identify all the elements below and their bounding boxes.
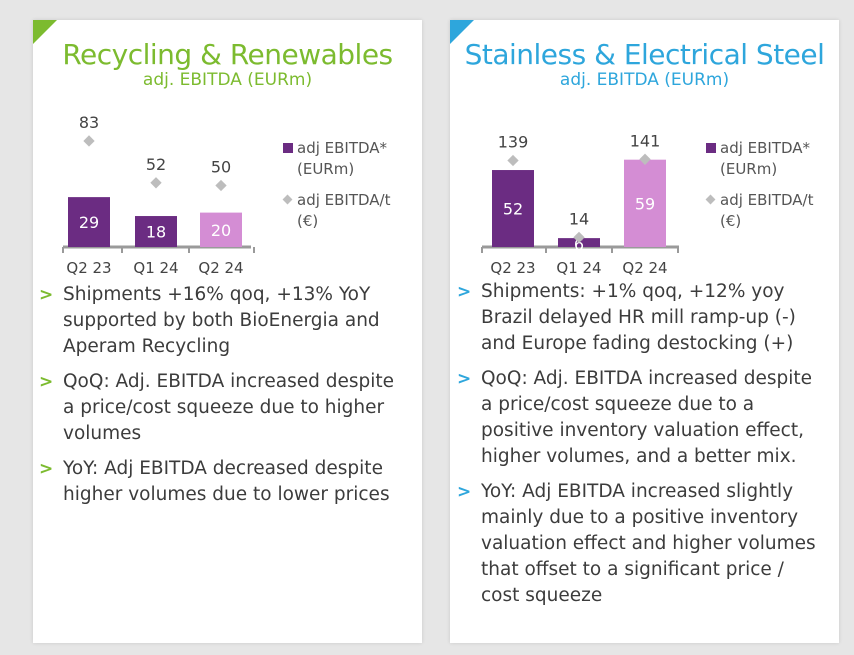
legend-bar-swatch: [283, 143, 293, 153]
category-label: Q1 24: [556, 259, 601, 277]
bullet-line: YoY: Adj EBITDA decreased despite: [63, 458, 383, 479]
bar-value-label: 6: [574, 235, 584, 254]
chevron-right-icon: >: [39, 459, 54, 479]
bullet-line: supported by both BioEnergia and: [63, 310, 380, 331]
chevron-right-icon: >: [39, 285, 54, 305]
panel-subtitle: adj. EBITDA (EURm): [559, 70, 730, 90]
bullet-line: that offset to a significant price /: [481, 559, 784, 580]
corner-accent: [450, 20, 474, 44]
bullet-list: > Shipments +16% qoq, +13% YoY supported…: [36, 282, 416, 517]
category-label: Q2 23: [490, 259, 535, 277]
recycling-ebitda-chart: 29 83 Q2 23 18 52 Q1 24 20 50 Q2 24: [62, 113, 255, 277]
category-label: Q2 24: [622, 259, 667, 277]
legend-bar-swatch: [706, 143, 716, 153]
marker-point: [215, 179, 227, 192]
bar-value-label: 52: [503, 200, 523, 219]
chart-legend: adj EBITDA* (EURm) adj EBITDA/t (€): [282, 138, 391, 242]
bullet-line: a price/cost squeeze due to a: [481, 394, 755, 415]
bullet-line: Aperam Recycling: [63, 336, 231, 357]
bullet-line: Shipments +16% qoq, +13% YoY: [63, 284, 371, 305]
panel-title: Stainless & Electrical Steel: [464, 38, 825, 71]
legend-marker-label-line: (€): [297, 212, 319, 230]
bullet-item: > Shipments +16% qoq, +13% YoY supported…: [36, 282, 416, 360]
legend-bar-label-line: (EURm): [297, 160, 355, 178]
bullet-item: > YoY: Adj EBITDA increased slightly mai…: [454, 479, 836, 609]
bar: [492, 170, 534, 247]
legend-item-bar: adj EBITDA* (EURm): [283, 138, 391, 180]
marker-value-label: 83: [79, 113, 99, 132]
bullet-line: Shipments: +1% qoq, +12% yoy: [481, 281, 785, 302]
bullet-line: valuation effect and higher volumes: [481, 533, 816, 554]
bullet-item: > Shipments: +1% qoq, +12% yoy Brazil de…: [454, 279, 836, 357]
bullet-item: > QoQ: Adj. EBITDA increased despite a p…: [454, 366, 836, 470]
marker-point: [150, 177, 162, 189]
bar: [200, 212, 242, 247]
diamond-icon: [705, 194, 716, 205]
bullet-line: and Europe fading destocking (+): [481, 333, 794, 354]
recycling-renewables-panel: Recycling & Renewables adj. EBITDA (EURm…: [33, 20, 422, 643]
bullet-line: mainly due to a positive inventory: [481, 507, 799, 528]
category-label: Q2 24: [198, 259, 243, 277]
category-label: Q1 24: [133, 259, 178, 277]
bullet-item: > QoQ: Adj. EBITDA increased despite a p…: [36, 369, 416, 447]
bar-value-label: 59: [635, 194, 655, 213]
marker-value-label: 139: [498, 133, 529, 152]
bar: [68, 197, 110, 247]
legend-item-marker: adj EBITDA/t (€): [282, 190, 391, 232]
chevron-right-icon: >: [457, 482, 472, 502]
bullet-item: > YoY: Adj EBITDA decreased despite high…: [36, 456, 416, 508]
category-label: Q2 23: [66, 259, 111, 277]
bar: [624, 159, 666, 247]
stainless-electrical-steel-panel: Stainless & Electrical Steel adj. EBITDA…: [450, 20, 839, 643]
bar-value-label: 18: [146, 223, 166, 242]
bar-value-label: 20: [211, 221, 231, 240]
marker-point: [83, 135, 95, 147]
chart-legend: adj EBITDA* (EURm) adj EBITDA/t (€): [705, 138, 814, 242]
bar-value-label: 29: [79, 213, 99, 232]
legend-bar-label-line: adj EBITDA*: [297, 139, 388, 157]
legend-marker-label-line: adj EBITDA/t: [720, 191, 814, 209]
marker-point: [507, 154, 519, 167]
bullet-line: a price/cost squeeze due to higher: [63, 397, 385, 418]
legend-bar-label-line: (EURm): [720, 160, 778, 178]
chevron-right-icon: >: [457, 282, 472, 302]
stainless-ebitda-chart: 52 139 Q2 23 6 14 Q1 24 59 141 Q2 24: [481, 131, 679, 277]
bullet-line: volumes: [63, 423, 142, 444]
bullet-line: higher volumes, and a better mix.: [481, 446, 797, 467]
bullet-line: YoY: Adj EBITDA increased slightly: [481, 481, 794, 502]
marker-value-label: 50: [211, 158, 231, 177]
panel-subtitle: adj. EBITDA (EURm): [142, 70, 313, 90]
bar: [135, 216, 177, 247]
chevron-right-icon: >: [39, 372, 54, 392]
corner-accent: [33, 20, 57, 44]
bullet-line: higher volumes due to lower prices: [63, 484, 390, 505]
legend-item-marker: adj EBITDA/t (€): [705, 190, 814, 232]
bullet-line: positive inventory valuation effect,: [481, 420, 804, 441]
bullet-line: QoQ: Adj. EBITDA increased despite: [481, 368, 813, 389]
legend-item-bar: adj EBITDA* (EURm): [706, 138, 814, 180]
marker-point: [639, 153, 651, 165]
marker-value-label: 52: [146, 155, 166, 174]
marker-value-label: 14: [569, 209, 589, 228]
legend-bar-label-line: adj EBITDA*: [720, 139, 811, 157]
bullet-line: Brazil delayed HR mill ramp-up (-): [481, 307, 796, 328]
diamond-icon: [282, 194, 293, 205]
panel-title: Recycling & Renewables: [62, 38, 393, 71]
marker-value-label: 141: [630, 131, 661, 150]
bullet-line: cost squeeze: [481, 585, 603, 606]
chevron-right-icon: >: [457, 369, 472, 389]
legend-marker-label-line: adj EBITDA/t: [297, 191, 391, 209]
bullet-line: QoQ: Adj. EBITDA increased despite: [63, 371, 395, 392]
bullet-list: > Shipments: +1% qoq, +12% yoy Brazil de…: [454, 279, 836, 618]
legend-marker-label-line: (€): [720, 212, 742, 230]
